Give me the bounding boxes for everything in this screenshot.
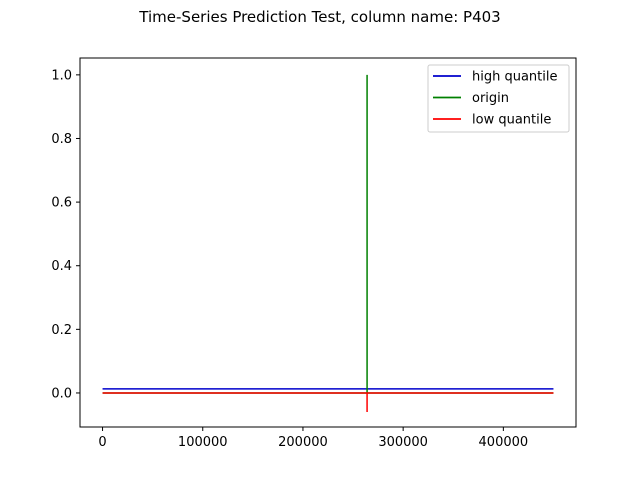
legend-label: high quantile [472,70,558,85]
y-tick-label: 0.4 [51,259,72,274]
x-tick-label: 0 [98,435,106,450]
legend-label: origin [472,91,509,106]
x-tick-label: 300000 [378,435,428,450]
y-tick-label: 0.6 [51,196,72,211]
x-tick-label: 400000 [479,435,529,450]
y-tick-label: 0.8 [51,132,72,147]
y-tick-label: 0.2 [51,323,72,338]
x-tick-label: 200000 [278,435,328,450]
series-line-low-quantile [102,392,554,413]
series-layer [102,74,554,413]
chart-title: Time-Series Prediction Test, column name… [138,8,500,26]
y-tick-label: 1.0 [51,68,72,83]
legend-box [427,64,570,133]
y-tick-label: 0.0 [51,386,72,401]
legend-label: low quantile [472,113,551,128]
x-tick-label: 100000 [178,435,228,450]
legend: high quantile origin low quantile [427,64,570,133]
axis-layer: 0 100000 200000 300000 400000 0.0 0.2 0.4 0.6 0.8… [51,68,528,450]
plot-frame [79,57,577,428]
